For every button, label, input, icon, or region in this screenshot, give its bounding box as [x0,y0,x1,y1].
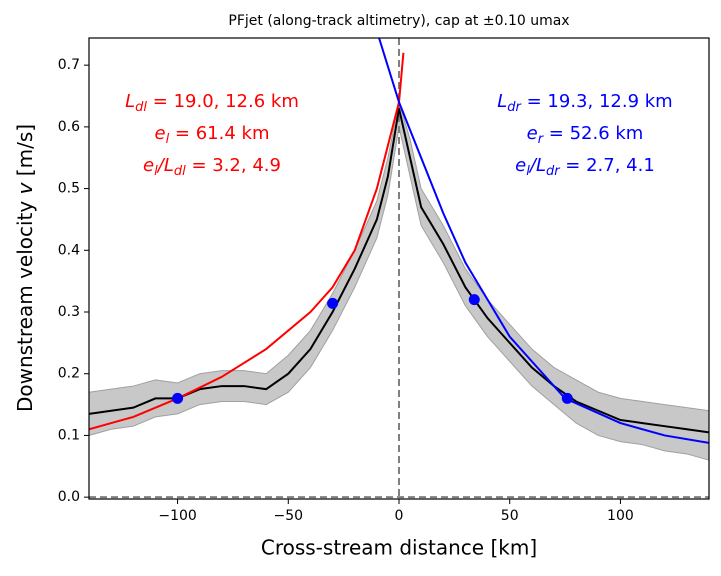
annotation-part: L [125,91,135,112]
band [89,102,709,461]
y-tick-label: 0.0 [58,489,80,505]
x-axis-label: Cross-stream distance [km] [261,536,537,560]
annotation-sub: dr [546,164,561,179]
annotation-part: = 19.0, 12.6 km [147,91,299,112]
annotation-part: e [155,123,166,144]
y-tick-label: 0.5 [58,181,80,197]
line [378,38,709,444]
x-tick-label: −50 [274,508,304,524]
y-label-part: [m/s] [13,124,37,183]
point [172,392,184,404]
y-tick-label: 0.2 [58,366,80,382]
annotation-sub: dl [174,164,186,179]
line [89,52,405,431]
y-tick-label: 0.7 [58,57,80,73]
y-tick-label: 0.6 [58,119,80,135]
annotation-part: = 3.2, 4.9 [186,155,281,176]
y-tick-label: 0.3 [58,304,80,320]
annotation-part: e [143,155,154,176]
x-tick-label: 100 [607,508,634,524]
x-tick-label: 0 [395,508,404,524]
x-tick-label: 50 [501,508,519,524]
annotation-sub: l [154,164,158,179]
annotation-sub: l [166,132,170,147]
y-label-part: Downstream velocity [13,194,37,412]
point [327,297,339,309]
annotation: el/Ldr = 2.7, 4.1 [515,155,655,179]
annotation-part: = 61.4 km [169,123,269,144]
chart-title: PFjet (along-track altimetry), cap at ±0… [228,13,569,29]
annotation: el = 61.4 km [155,123,270,147]
y-tick-label: 0.1 [58,427,80,443]
annotation-part: e [515,155,526,176]
line [89,108,709,434]
annotation: Ldr = 19.3, 12.9 km [497,91,672,115]
annotation-sub: dr [507,100,522,115]
y-tick-label: 0.4 [58,242,80,258]
annotation-part: /L [156,155,174,176]
x-tick-label: −100 [158,508,196,524]
annotation-part: = 19.3, 12.9 km [521,91,673,112]
y-axis-label: Downstream velocity v [m/s] [13,124,37,412]
point [468,294,480,306]
annotation: er = 52.6 km [527,123,644,147]
annotation-part: /L [528,155,546,176]
annotation-part: = 2.7, 4.1 [560,155,655,176]
y-label-part: v [13,181,37,194]
point [561,392,573,404]
annotation-sub: r [538,132,545,147]
annotation-part: = 52.6 km [543,123,643,144]
annotation-sub: l [526,164,530,179]
annotation-part: L [497,91,507,112]
annotation-part: e [527,123,538,144]
plot-area [89,38,709,499]
annotation: el/Ldl = 3.2, 4.9 [143,155,281,179]
annotation: Ldl = 19.0, 12.6 km [125,91,299,115]
annotation-sub: dl [135,100,147,115]
